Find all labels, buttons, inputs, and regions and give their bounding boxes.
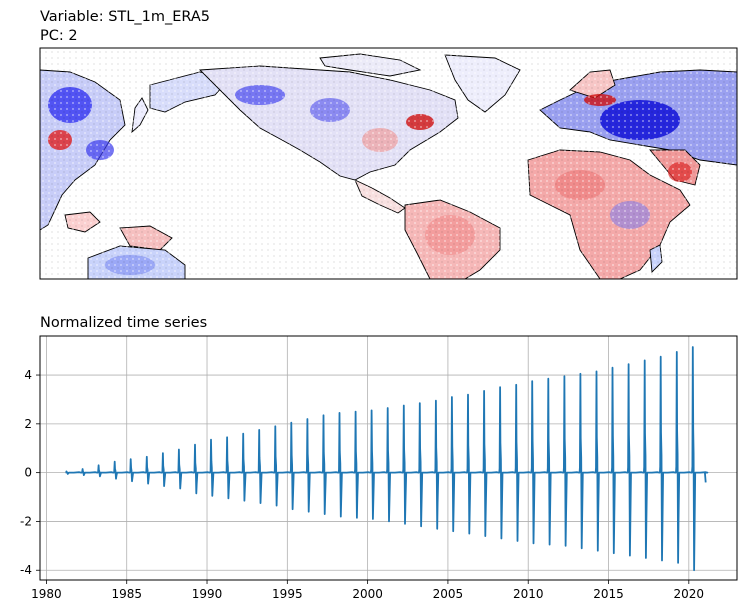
y-tick-label: 0 bbox=[24, 466, 32, 480]
plot-frame bbox=[39, 335, 738, 581]
map-pc-title: PC: 2 bbox=[40, 28, 78, 44]
x-tick-label: 2010 bbox=[513, 587, 544, 601]
x-tick-label: 2015 bbox=[593, 587, 624, 601]
x-tick-label: 2005 bbox=[433, 587, 464, 601]
x-tick-label: 1985 bbox=[111, 587, 142, 601]
y-tick-label: 2 bbox=[24, 417, 32, 431]
x-tick-label: 2000 bbox=[352, 587, 383, 601]
x-tick-label: 2020 bbox=[674, 587, 705, 601]
eof-map bbox=[39, 47, 738, 280]
y-tick-label: -4 bbox=[20, 563, 32, 577]
y-tick-label: 4 bbox=[24, 368, 32, 382]
x-tick-label: 1995 bbox=[272, 587, 303, 601]
y-axis: -4 -2 0 2 4 bbox=[20, 368, 40, 577]
time-series-line bbox=[65, 346, 709, 572]
x-tick-label: 1980 bbox=[31, 587, 62, 601]
map-frame bbox=[39, 47, 738, 280]
time-series-chart: 1980 1985 1990 1995 2000 2005 2010 2015 2020 -4-… bbox=[20, 335, 738, 601]
chart-title: Normalized time series bbox=[40, 315, 208, 331]
x-axis: 1980 1985 1990 1995 2000 2005 2010 2015 2020 bbox=[31, 580, 704, 601]
x-tick-label: 1990 bbox=[192, 587, 223, 601]
map-variable-title: Variable: STL_1m_ERA5 bbox=[40, 9, 210, 25]
y-tick-label: -2 bbox=[20, 514, 32, 528]
